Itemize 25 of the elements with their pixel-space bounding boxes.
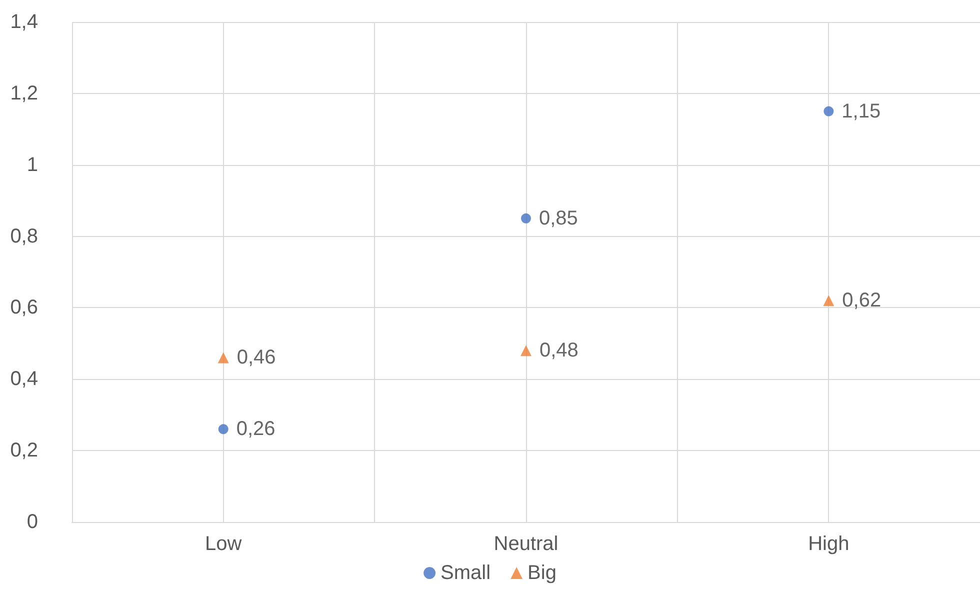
x-tick-label: High xyxy=(808,533,850,555)
y-tick-label: 1,2 xyxy=(10,82,38,104)
y-tick-label: 1,4 xyxy=(10,11,38,33)
y-tick-label: 0 xyxy=(26,511,38,533)
data-label: 0,85 xyxy=(539,207,578,230)
data-label: 0,26 xyxy=(236,418,276,440)
y-tick-label: 0,2 xyxy=(10,440,38,462)
point xyxy=(521,213,531,224)
point xyxy=(824,106,834,116)
x-tick-label: Low xyxy=(204,533,242,555)
point xyxy=(218,352,229,364)
point xyxy=(823,295,834,306)
legend-label: Small xyxy=(440,562,491,584)
data-label: 0,48 xyxy=(540,340,578,362)
data-label: 0,46 xyxy=(236,346,276,369)
data-label: 1,15 xyxy=(842,100,881,122)
y-tick-label: 0,4 xyxy=(10,368,38,390)
y-tick-label: 0,6 xyxy=(10,296,38,319)
x-tick-label: Neutral xyxy=(494,533,558,555)
data-label: 0,62 xyxy=(842,290,882,312)
y-tick-label: 0,8 xyxy=(10,225,38,248)
legend-label: Big xyxy=(528,562,556,584)
y-tick-label: 1 xyxy=(26,154,38,176)
point xyxy=(218,424,228,434)
point xyxy=(520,345,532,356)
